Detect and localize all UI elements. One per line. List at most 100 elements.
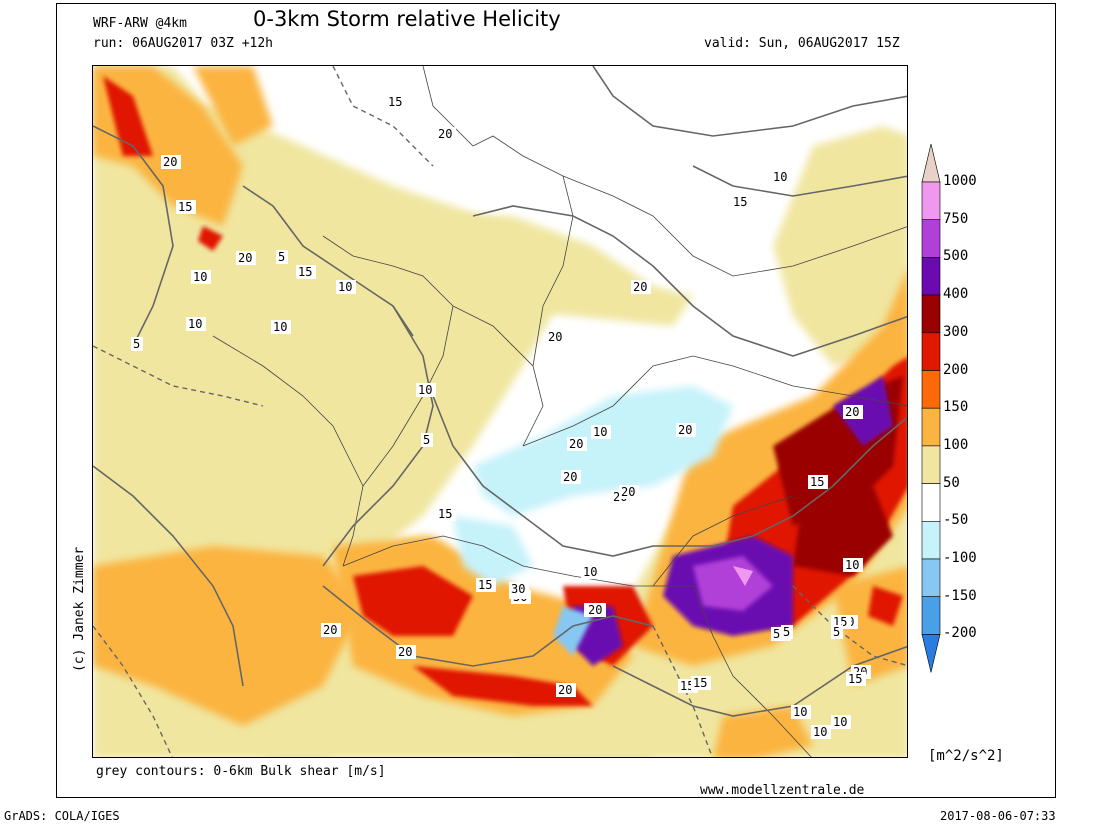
colorbar-level-label: 1000 [943, 173, 977, 189]
colorbar-level-label: 500 [943, 248, 969, 265]
contour-label: 15 [693, 676, 707, 690]
model-label: WRF-ARW @4km [93, 16, 187, 31]
shear-contour [322, 585, 654, 667]
contour-label: 10 [833, 715, 847, 729]
contour-label-bg [396, 645, 416, 659]
contour-label: 10 [193, 270, 207, 284]
contour-label: 5 [133, 337, 140, 351]
contour-label: 20 [633, 280, 647, 294]
website-link[interactable]: www.modellzentrale.de [700, 783, 865, 798]
shear-contour [752, 416, 907, 537]
colorbar-level-label: 200 [943, 361, 969, 378]
helicity-area [413, 666, 593, 706]
border-line [342, 535, 693, 587]
contour-label: 20 [398, 645, 412, 659]
colorbar-level-label: -50 [943, 512, 969, 529]
contour-label-bg [561, 470, 581, 484]
contour-label: 15 [733, 195, 747, 209]
helicity-area [473, 386, 733, 516]
shear-contour [472, 205, 654, 267]
helicity-area [93, 546, 363, 726]
colorbar-level-label: 300 [943, 323, 969, 340]
timestamp: 2017-08-06-07:33 [940, 809, 1056, 823]
border-line [652, 215, 907, 277]
helicity-area [373, 216, 693, 326]
colorbar-level-label: -100 [943, 550, 977, 566]
contour-label: 5 [833, 625, 840, 639]
colorbar-level-label: 100 [943, 436, 969, 453]
contour-label: 10 [418, 383, 432, 397]
contour-label: 20 [548, 330, 562, 344]
contour-label: 5 [423, 433, 430, 447]
contour-label: 15 [438, 507, 452, 521]
colorbar-level-label: 150 [943, 399, 969, 416]
contour-note: grey contours: 0-6km Bulk shear [m/s] [96, 764, 386, 779]
contour-label: 15 [848, 672, 862, 686]
contour-label-bg [581, 565, 601, 579]
contour-label: 10 [845, 558, 859, 572]
shear-contour [93, 345, 264, 407]
helicity-area [733, 566, 753, 586]
border-line [422, 66, 654, 217]
helicity-area [773, 126, 907, 366]
map-canvas: 20 15 10 5 20 15 10 5 20 15 10 20 20 20 30 20 15 20 10 15 10… [93, 66, 907, 757]
contour-label: 20 [621, 485, 635, 499]
helicity-field [93, 66, 907, 757]
shear-contours [93, 66, 907, 757]
shear-contour [432, 395, 754, 557]
contour-label-bg [586, 603, 606, 617]
contour-label-bg [421, 433, 433, 447]
contour-label-bg [556, 683, 576, 697]
contour-label: 15 [478, 578, 492, 592]
contour-label-bg [336, 280, 356, 294]
colorbar-level-label: -150 [943, 587, 977, 604]
border-line [692, 585, 812, 757]
contour-label: 15 [298, 265, 312, 279]
shear-contour [652, 265, 907, 357]
contour-label-bg [296, 265, 316, 279]
contour-label: 20 [678, 423, 692, 437]
contour-label-bg [131, 337, 143, 351]
contour-label-bg [808, 475, 828, 489]
contour-label: 10 [583, 565, 597, 579]
contour-label: 10 [188, 317, 202, 331]
contour-label: 10 [773, 170, 787, 184]
border-line [652, 495, 794, 587]
contour-label-bg [843, 558, 863, 572]
software-credit: GrADS: COLA/IGES [4, 809, 120, 823]
helicity-area [868, 586, 903, 626]
contour-label: 10 [273, 320, 287, 334]
shear-contour [792, 585, 907, 667]
contour-label-bg [321, 623, 341, 637]
contour-label-bg [176, 200, 196, 214]
border-line [532, 175, 574, 367]
shear-contour [692, 165, 907, 197]
contour-label-bg [236, 251, 256, 265]
contour-label-bg [276, 250, 288, 264]
plot-frame [56, 3, 1056, 798]
colorbar-level-label: -200 [943, 625, 977, 642]
border-line [212, 335, 364, 567]
shear-contour [332, 66, 434, 167]
shear-contour [592, 66, 907, 137]
helicity-map: 20 15 10 5 20 15 10 5 20 15 10 20 20 20 30 20 15 20 10 15 10… [92, 65, 908, 758]
contour-label: 15 [810, 475, 824, 489]
country-borders [212, 66, 907, 757]
colorbar-level-label: 400 [943, 286, 969, 303]
contour-label-bg [436, 507, 456, 521]
contour-label-bg [846, 672, 866, 686]
border-line [522, 355, 907, 447]
contour-label-bg [781, 625, 793, 639]
contour-label-bg [831, 715, 851, 729]
run-time: run: 06AUG2017 03Z +12h [93, 36, 274, 51]
contour-label: 5 [783, 625, 790, 639]
contour-label-bg [676, 423, 696, 437]
contour-label: 20 [438, 127, 452, 141]
contour-label-bg [771, 170, 791, 184]
contour-label-bg [843, 405, 863, 419]
helicity-area [713, 706, 813, 757]
contour-label: 20 [569, 437, 583, 451]
copyright-text: (c) Janek Zimmer [72, 546, 87, 672]
contour-label: 15 [680, 679, 694, 693]
contour-label: 15 [178, 200, 192, 214]
